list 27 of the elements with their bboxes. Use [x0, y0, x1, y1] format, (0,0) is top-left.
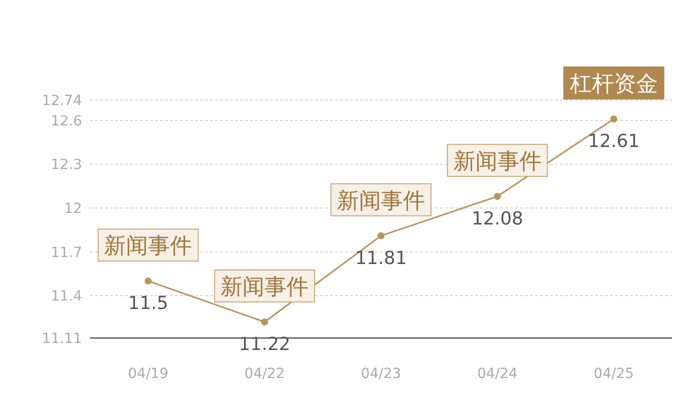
data-label: 11.5	[128, 293, 168, 314]
x-tick-label: 04/22	[244, 366, 285, 382]
data-label: 11.22	[238, 334, 290, 355]
data-label: 12.08	[472, 208, 524, 230]
y-tick-label: 12	[64, 201, 82, 218]
x-tick-label: 04/25	[594, 366, 634, 382]
point	[610, 115, 618, 122]
annotation: 新闻事件	[337, 188, 425, 214]
y-tick-label: 12.3	[50, 157, 82, 174]
y-tick-label: 12.74	[42, 93, 82, 109]
y-tick-label: 11.4	[50, 288, 82, 305]
point	[261, 318, 268, 326]
y-tick-label: 11.11	[42, 331, 82, 347]
y-tick-label: 12.6	[50, 113, 82, 130]
x-tick-label: 04/19	[128, 366, 168, 382]
annotation: 杠杆资金	[568, 72, 658, 97]
point	[494, 192, 501, 200]
annotation: 新闻事件	[453, 149, 542, 174]
y-tick-label: 11.7	[50, 244, 82, 261]
data-label: 11.81	[355, 248, 407, 269]
annotation: 新闻事件	[104, 234, 192, 260]
point	[378, 232, 384, 240]
data-label: 12.61	[588, 130, 640, 152]
point	[144, 278, 152, 285]
annotation: 新闻事件	[220, 274, 309, 300]
x-tick-label: 04/24	[477, 366, 518, 382]
x-tick-label: 04/23	[360, 366, 402, 382]
